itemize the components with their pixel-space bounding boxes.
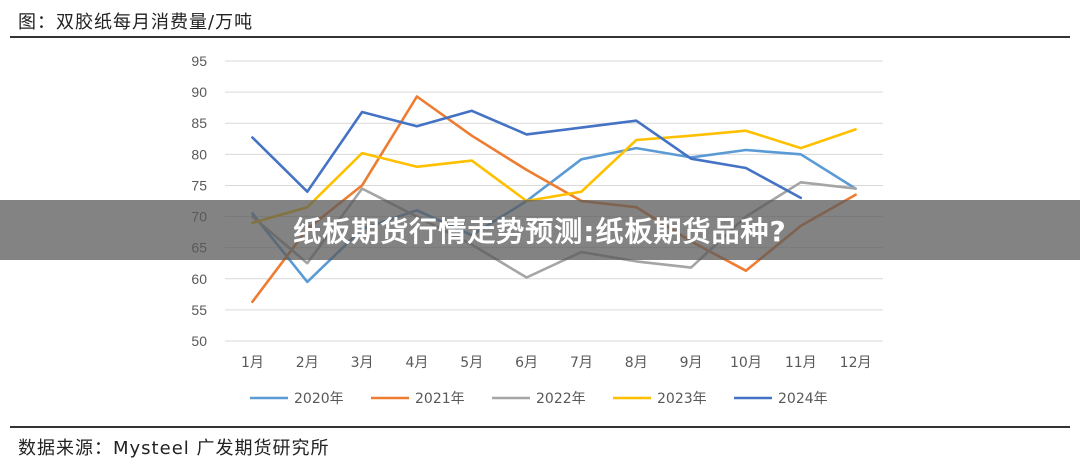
y-tick-label: 75 — [191, 177, 207, 193]
x-tick-label: 10月 — [730, 355, 762, 371]
x-axis-ticks: 1月 2月 3月 4月 5月 6月 7月 8月 9月 10月 11月 12月 — [241, 355, 872, 371]
legend-label: 2020年 — [294, 391, 344, 407]
legend: 2020年 2021年 2022年 2023年 2024年 — [250, 391, 828, 407]
y-tick-label: 85 — [191, 115, 207, 131]
series-line-2024年 — [251, 109, 803, 200]
x-tick-label: 6月 — [515, 355, 538, 371]
series-line-2021年 — [251, 95, 857, 304]
legend-label: 2023年 — [657, 391, 707, 407]
x-tick-label: 12月 — [840, 355, 872, 371]
y-tick-label: 95 — [191, 53, 207, 69]
legend-label: 2024年 — [778, 391, 828, 407]
y-tick-label: 60 — [191, 271, 207, 287]
x-tick-label: 4月 — [405, 355, 428, 371]
legend-label: 2022年 — [536, 391, 586, 407]
x-tick-label: 11月 — [785, 355, 817, 371]
top-rule — [10, 36, 1070, 38]
headline-text: 纸板期货行情走势预测:纸板期货品种? — [293, 215, 787, 248]
data-source-note: 数据来源：Mysteel 广发期货研究所 — [18, 438, 330, 459]
x-tick-label: 8月 — [625, 355, 648, 371]
y-tick-label: 50 — [191, 333, 207, 349]
x-tick-label: 9月 — [680, 355, 703, 371]
x-tick-label: 2月 — [296, 355, 319, 371]
legend-label: 2021年 — [415, 391, 465, 407]
y-tick-label: 55 — [191, 302, 207, 318]
x-tick-label: 7月 — [570, 355, 593, 371]
y-tick-label: 90 — [191, 84, 207, 100]
figure-title: 图：双胶纸每月消费量/万吨 — [18, 12, 254, 33]
series-line-2023年 — [251, 128, 857, 225]
headline-banner: 纸板期货行情走势预测:纸板期货品种? — [0, 200, 1080, 260]
x-tick-label: 3月 — [351, 355, 374, 371]
x-tick-label: 1月 — [241, 355, 264, 371]
x-tick-label: 5月 — [460, 355, 483, 371]
bottom-rule — [10, 426, 1070, 428]
y-tick-label: 80 — [191, 146, 207, 162]
